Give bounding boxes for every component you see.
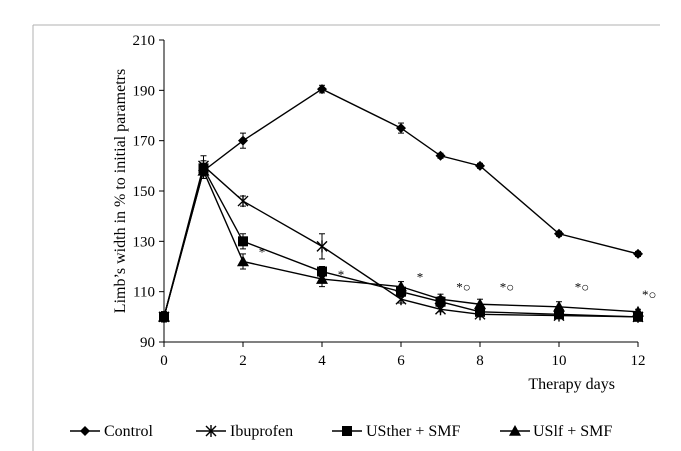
- significance-annotation: *○: [456, 280, 470, 295]
- legend-item-control: Control: [70, 423, 153, 440]
- legend-symbol: [509, 425, 521, 436]
- data-point: [475, 306, 485, 317]
- legend-marker-ibuprofen: [196, 425, 226, 437]
- x-tick-label: 2: [239, 353, 247, 369]
- data-point: [395, 280, 407, 292]
- y-tick-label: 190: [133, 83, 156, 99]
- x-tick-label: 4: [318, 353, 326, 369]
- data-point: [158, 310, 170, 322]
- significance-annotation: *○: [575, 280, 589, 295]
- data-point: [633, 248, 643, 259]
- data-point: [554, 309, 564, 320]
- x-tick-label: 0: [160, 353, 168, 369]
- data-point: [317, 84, 327, 95]
- data-point: [237, 195, 249, 208]
- x-tick-label: 8: [476, 353, 484, 369]
- data-point: [632, 305, 644, 317]
- x-tick-label: 12: [631, 353, 646, 369]
- legend-symbol: [205, 425, 217, 437]
- legend-item-usther-smf: USther + SMF: [332, 423, 460, 440]
- legend-marker-usther-smf: [332, 426, 362, 436]
- data-point: [633, 311, 643, 322]
- y-tick-label: 90: [140, 335, 155, 351]
- data-point: [474, 298, 486, 310]
- legend: Control Ibuprofen USther + SMF USlf + SM…: [70, 423, 612, 440]
- legend-label-usther-smf: USther + SMF: [366, 423, 460, 440]
- x-tick-label: 6: [397, 353, 405, 369]
- significance-annotation: *: [417, 270, 424, 285]
- legend-label-uslf-smf: USlf + SMF: [533, 423, 612, 440]
- series-ibuprofen: [158, 155, 644, 323]
- data-point: [238, 135, 248, 146]
- significance-annotation: *○: [500, 280, 514, 295]
- significance-annotation: *: [338, 267, 345, 282]
- y-tick-label: 110: [133, 285, 155, 301]
- y-tick-label: 170: [133, 134, 156, 150]
- data-point: [554, 228, 564, 239]
- data-point: [316, 240, 328, 253]
- data-point: [238, 236, 248, 247]
- y-tick-label: 210: [133, 33, 156, 49]
- legend-symbol: [342, 426, 352, 436]
- y-tick-label: 130: [133, 234, 156, 250]
- significance-annotation: *○: [642, 287, 656, 302]
- y-axis-label: Limb’s width in % to initial parametrs: [112, 69, 129, 313]
- data-point: [475, 160, 485, 171]
- legend-label-ibuprofen: Ibuprofen: [230, 423, 293, 440]
- annotation-layer: * * * *○ *○ *○ *○: [259, 244, 657, 302]
- data-point: [434, 293, 447, 305]
- significance-annotation: *: [259, 244, 266, 259]
- x-tick-label: 10: [552, 353, 567, 369]
- data-point: [553, 300, 565, 312]
- legend-marker-control: [70, 426, 100, 436]
- x-ticks: 0 2 4 6 8 10 12: [160, 342, 646, 369]
- data-point: [237, 255, 249, 267]
- legend-label-control: Control: [104, 423, 153, 440]
- data-point: [197, 164, 210, 176]
- y-tick-label: 150: [133, 184, 156, 200]
- series-layer: [158, 84, 644, 323]
- legend-symbol: [80, 426, 90, 436]
- x-axis-label: Therapy days: [528, 376, 615, 393]
- legend-marker-uslf-smf: [500, 425, 530, 436]
- data-point: [316, 273, 328, 284]
- data-point: [435, 150, 446, 161]
- legend-item-ibuprofen: Ibuprofen: [196, 423, 293, 440]
- series-uslf-smf: [158, 162, 644, 323]
- y-ticks: 90 110 130 150 170 190 210: [133, 33, 164, 351]
- legend-item-uslf-smf: USlf + SMF: [500, 423, 612, 440]
- data-point: [396, 123, 406, 134]
